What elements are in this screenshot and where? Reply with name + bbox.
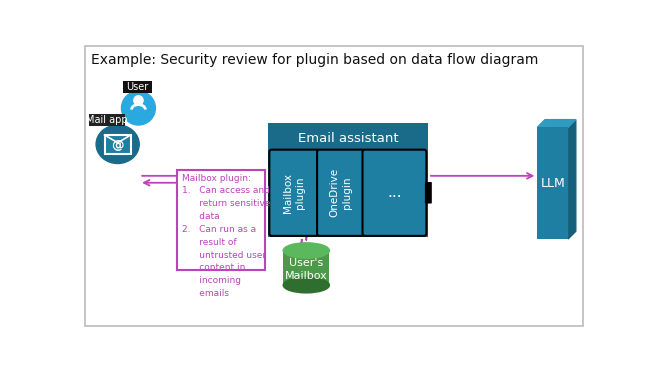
Text: Mail app: Mail app — [86, 116, 128, 125]
Text: ...: ... — [387, 185, 402, 200]
Text: Mailbox plugin:
1.   Can access and
      return sensitive
      data
2.   Can r: Mailbox plugin: 1. Can access and return… — [182, 174, 270, 298]
Text: Email assistant: Email assistant — [298, 132, 398, 145]
FancyBboxPatch shape — [268, 123, 428, 237]
Text: Mailbox
plugin: Mailbox plugin — [283, 173, 305, 213]
Text: User: User — [126, 82, 149, 92]
Circle shape — [134, 96, 143, 105]
FancyBboxPatch shape — [123, 81, 152, 93]
Text: LLM: LLM — [540, 177, 565, 190]
Text: User's
Mailbox: User's Mailbox — [285, 258, 327, 281]
FancyBboxPatch shape — [317, 150, 364, 236]
FancyBboxPatch shape — [425, 182, 432, 204]
FancyBboxPatch shape — [105, 135, 131, 153]
FancyBboxPatch shape — [270, 150, 318, 236]
Text: OneDrive
plugin: OneDrive plugin — [329, 168, 352, 217]
FancyBboxPatch shape — [537, 127, 568, 239]
Ellipse shape — [283, 243, 329, 258]
Ellipse shape — [96, 125, 139, 163]
Polygon shape — [537, 120, 575, 127]
FancyBboxPatch shape — [283, 251, 329, 285]
Polygon shape — [568, 120, 575, 239]
Text: Example: Security review for plugin based on data flow diagram: Example: Security review for plugin base… — [90, 53, 538, 67]
FancyBboxPatch shape — [89, 114, 124, 126]
Circle shape — [122, 91, 156, 125]
Text: @: @ — [111, 139, 124, 152]
FancyBboxPatch shape — [363, 150, 426, 236]
Ellipse shape — [283, 277, 329, 293]
FancyBboxPatch shape — [177, 170, 266, 270]
